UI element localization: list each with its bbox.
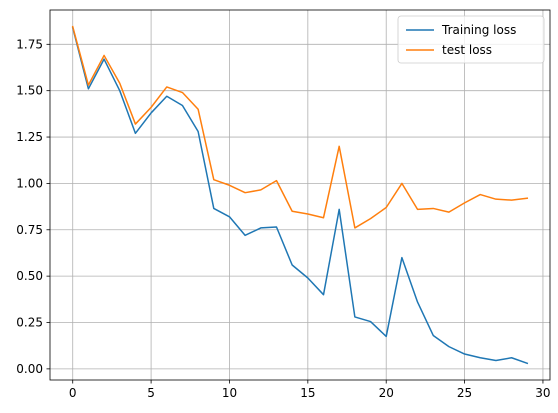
x-tick-label: 5 [147,386,155,400]
legend-box [397,15,545,64]
series-line-1 [71,26,529,365]
y-tick-label: 1.75 [16,37,43,51]
series-line-2 [71,25,529,229]
grid-lines [50,10,550,380]
y-tick-label: 0.00 [16,362,43,376]
y-tick-label: 1.50 [16,84,43,98]
x-tick-label: 15 [300,386,315,400]
y-tick-label: 1.00 [16,176,43,190]
x-tick-label: 0 [69,386,77,400]
x-tick-label: 10 [222,386,237,400]
x-tick-label: 20 [379,386,394,400]
axis-ticks: 0 5 10 15 20 25 30 0.00 0.25 0.50 0.75 1.00 1.25 1.50… [16,37,550,400]
y-tick-label: 0.50 [16,269,43,283]
legend-label-1: Training loss [441,23,516,37]
y-tick-label: 0.25 [16,316,43,330]
legend-label-2: test loss [442,43,492,57]
x-tick-label: 25 [457,386,472,400]
plot-area-frame [49,9,551,381]
series-layer [71,25,529,365]
y-tick-label: 0.75 [16,223,43,237]
y-tick-label: 1.25 [16,130,43,144]
x-tick-label: 30 [535,386,550,400]
legend: Training loss test loss [397,15,545,64]
